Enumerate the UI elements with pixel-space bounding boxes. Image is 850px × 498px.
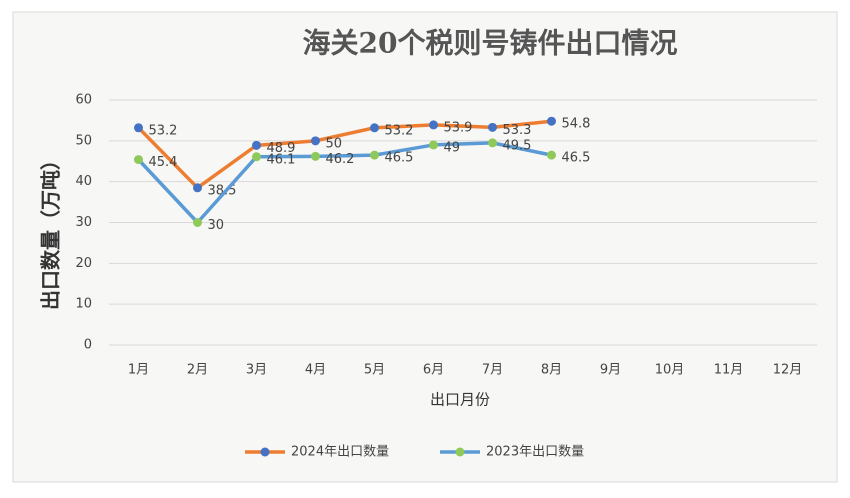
data-label: 53.9 <box>444 120 473 135</box>
data-point <box>134 155 143 165</box>
data-point <box>311 151 320 161</box>
x-tick-label: 2月 <box>187 363 208 378</box>
data-label: 49.5 <box>503 138 532 153</box>
x-tick-label: 1月 <box>128 363 149 378</box>
data-point <box>252 152 261 162</box>
data-point <box>488 122 497 132</box>
data-point <box>370 150 379 160</box>
y-tick-label: 50 <box>75 133 92 148</box>
data-label: 54.8 <box>562 117 591 132</box>
data-label: 53.2 <box>149 123 178 138</box>
x-tick-label: 3月 <box>246 363 267 378</box>
x-tick-label: 12月 <box>773 363 803 378</box>
y-tick-label: 0 <box>84 338 92 353</box>
y-tick-label: 30 <box>75 215 92 230</box>
data-point <box>134 123 143 133</box>
data-point <box>193 183 202 193</box>
x-tick-label: 5月 <box>364 363 385 378</box>
y-tick-label: 40 <box>75 174 92 189</box>
y-tick-label: 60 <box>75 93 92 108</box>
data-point <box>429 120 438 130</box>
x-tick-label: 4月 <box>305 363 326 378</box>
data-point <box>547 116 556 126</box>
y-tick-label: 20 <box>75 256 92 271</box>
series-line <box>136 119 554 190</box>
data-label: 53.3 <box>503 123 532 138</box>
data-point <box>370 123 379 133</box>
data-label: 50 <box>326 136 343 151</box>
data-point <box>488 138 497 148</box>
data-point <box>311 136 320 146</box>
x-tick-label: 9月 <box>600 363 621 378</box>
data-label: 49 <box>444 140 461 155</box>
data-label: 46.5 <box>562 151 591 166</box>
data-label: 53.2 <box>385 123 414 138</box>
data-label: 46.1 <box>267 152 296 167</box>
y-axis-title: 出口数量（万吨） <box>39 150 63 310</box>
x-tick-label: 8月 <box>541 363 562 378</box>
data-label: 30 <box>208 218 225 233</box>
data-label: 45.4 <box>149 155 178 170</box>
legend-label: 2023年出口数量 <box>486 445 584 460</box>
data-label: 46.5 <box>385 151 414 166</box>
series-line <box>136 141 554 225</box>
x-tick-label: 11月 <box>714 363 744 378</box>
legend-marker <box>455 447 465 457</box>
legend-label: 2024年出口数量 <box>291 445 389 460</box>
x-tick-label: 6月 <box>423 363 444 378</box>
chart-title: 海关20个税则号铸件出口情况 <box>303 27 678 60</box>
y-tick-label: 10 <box>75 297 92 312</box>
x-tick-label: 7月 <box>482 363 503 378</box>
chart-background <box>12 11 838 483</box>
data-label: 48.9 <box>267 141 296 156</box>
data-label: 46.2 <box>326 152 355 167</box>
data-point <box>252 140 261 150</box>
data-point <box>429 140 438 150</box>
legend-marker <box>260 447 270 457</box>
x-axis-title: 出口月份 <box>430 391 490 409</box>
x-tick-label: 10月 <box>655 363 685 378</box>
data-point <box>547 150 556 160</box>
data-point <box>193 218 202 227</box>
